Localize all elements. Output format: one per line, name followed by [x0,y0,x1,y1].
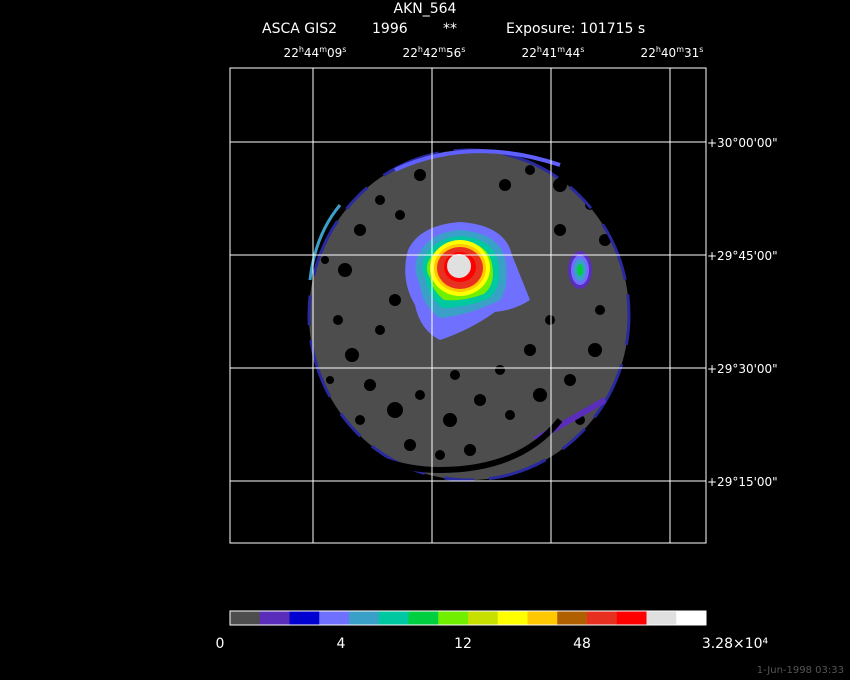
ra-label: 22h41m44s [521,45,585,60]
colorbar-swatch [616,611,647,625]
colorbar-swatch [259,611,290,625]
instrument-label: ASCA GIS2 [262,21,338,37]
colorbar-label: 48 [573,636,591,652]
coordinate-grid [230,68,706,543]
colorbar-swatch [587,611,618,625]
colorbar-swatch [408,611,439,625]
colorbar-swatch [676,611,707,625]
dec-label: +29°30'00" [707,362,778,376]
dec-label: +29°15'00" [707,475,778,489]
dec-label: +29°45'00" [707,249,778,263]
colorbar-swatch [438,611,469,625]
colorbar-label: 0 [215,636,225,652]
dec-label: +30°00'00" [707,136,778,150]
exposure-label: Exposure: 101715 s [506,21,646,37]
flag-label: ** [443,21,457,37]
colorbar-frame [229,610,707,626]
colorbar-swatch [289,611,320,625]
colorbar-label: 3.28×10⁴ [701,636,769,652]
colorbar-swatch [230,611,261,625]
colorbar [230,611,707,625]
colorbar-swatch [319,611,350,625]
colorbar-swatch [646,611,677,625]
secondary-source [568,251,592,289]
colorbar-swatch [527,611,558,625]
colorbar-label: 12 [454,636,472,652]
colorbar-label: 4 [336,636,346,652]
image-frame [229,67,707,544]
colorbar-swatch [468,611,499,625]
year-label: 1996 [372,21,408,37]
ra-label: 22h40m31s [640,45,704,60]
colorbar-swatch [349,611,380,625]
ra-label: 22h42m56s [402,45,466,60]
central-source [405,222,530,340]
timestamp: 1-Jun-1998 03:33 [756,665,844,676]
ra-label: 22h44m09s [283,45,347,60]
colorbar-swatch [497,611,528,625]
colorbar-swatch [557,611,588,625]
object-title: AKN_564 [393,1,457,17]
colorbar-swatch [378,611,409,625]
